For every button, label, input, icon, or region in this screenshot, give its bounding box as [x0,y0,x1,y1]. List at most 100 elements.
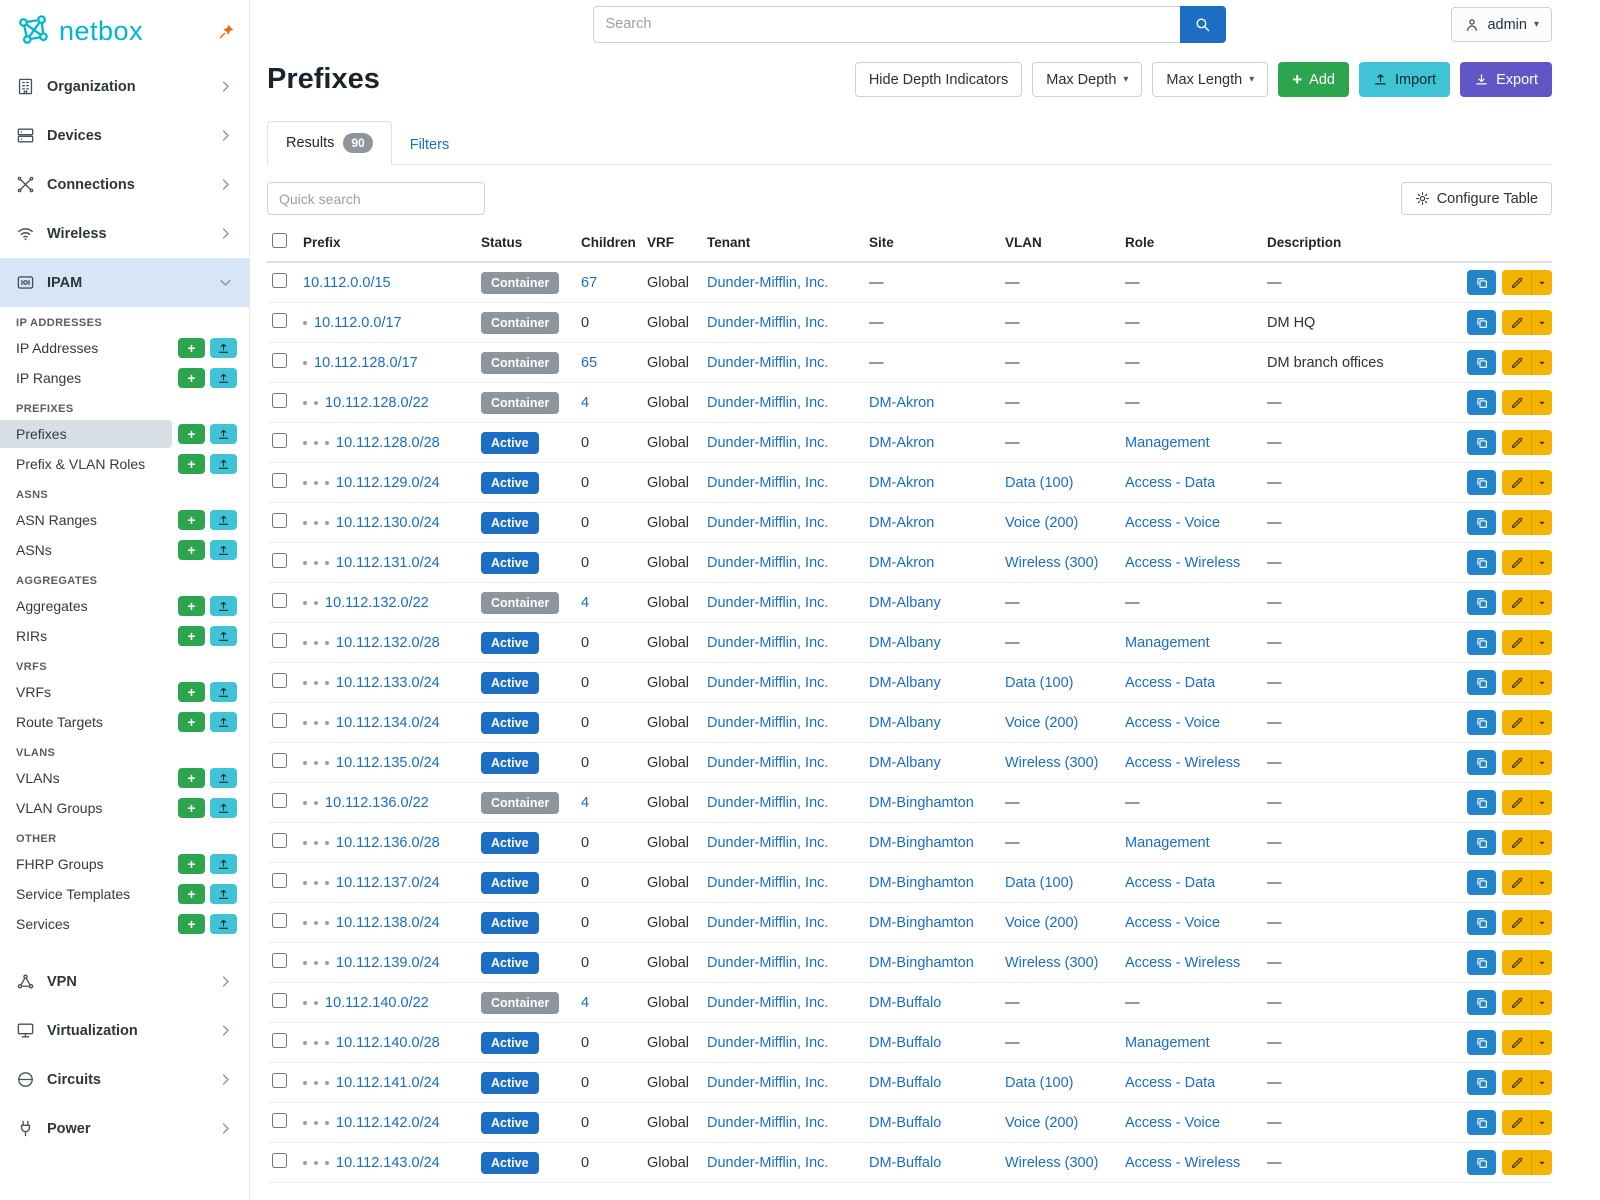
row-checkbox[interactable] [272,513,287,528]
tenant-link[interactable]: Dunder-Mifflin, Inc. [707,554,829,571]
edit-dropdown-button[interactable] [1531,670,1552,695]
column-header-description[interactable]: Description [1267,234,1342,250]
prefix-link[interactable]: 10.112.133.0/24 [336,674,440,691]
copy-button[interactable] [1467,550,1496,575]
site-cell[interactable]: DM-Binghamton [869,794,974,811]
quick-import-button[interactable] [210,596,237,616]
tenant-link[interactable]: Dunder-Mifflin, Inc. [707,1114,829,1131]
status-badge[interactable]: Active [481,1151,539,1174]
site-cell[interactable]: DM-Akron [869,474,935,491]
sidebar-item-organization[interactable]: Organization [0,62,249,111]
row-checkbox[interactable] [272,633,287,648]
prefix-link[interactable]: 10.112.141.0/24 [336,1074,440,1091]
role-cell[interactable]: Management [1125,1034,1210,1051]
configure-table-button[interactable]: Configure Table [1400,182,1552,215]
copy-button[interactable] [1467,950,1496,975]
tab-filters[interactable]: Filters [409,137,450,153]
sidebar-item-vlans[interactable]: VLANs + [0,763,249,793]
tenant-link[interactable]: Dunder-Mifflin, Inc. [707,1154,829,1171]
sidebar-item-prefixes[interactable]: Prefixes + [0,419,249,449]
tenant-link[interactable]: Dunder-Mifflin, Inc. [707,394,829,411]
quick-add-button[interactable]: + [178,338,205,358]
status-badge[interactable]: Active [481,911,539,934]
vlan-cell[interactable]: Voice (200) [1005,714,1079,731]
edit-button[interactable] [1502,630,1531,655]
quick-add-button[interactable]: + [178,454,205,474]
sidebar-item-power[interactable]: Power [0,1104,249,1153]
edit-dropdown-button[interactable] [1531,350,1552,375]
sidebar-item-ip-addresses[interactable]: IP Addresses + [0,333,249,363]
edit-dropdown-button[interactable] [1531,390,1552,415]
edit-dropdown-button[interactable] [1531,510,1552,535]
edit-button[interactable] [1502,1030,1531,1055]
column-header-prefix[interactable]: Prefix [303,234,341,250]
quick-add-button[interactable]: + [178,914,205,934]
edit-button[interactable] [1502,550,1531,575]
edit-button[interactable] [1502,590,1531,615]
row-checkbox[interactable] [272,433,287,448]
sidebar-item-service-templates[interactable]: Service Templates + [0,879,249,909]
row-checkbox[interactable] [272,1153,287,1168]
column-header-role[interactable]: Role [1125,234,1155,250]
copy-button[interactable] [1467,510,1496,535]
subitem-label[interactable]: Services [16,916,70,932]
sidebar-item-circuits[interactable]: Circuits [0,1055,249,1104]
quick-add-button[interactable]: + [178,540,205,560]
sidebar-item-ip-ranges[interactable]: IP Ranges + [0,363,249,393]
tenant-link[interactable]: Dunder-Mifflin, Inc. [707,914,829,931]
subitem-label[interactable]: IP Ranges [16,370,82,386]
edit-dropdown-button[interactable] [1531,590,1552,615]
quick-import-button[interactable] [210,768,237,788]
edit-button[interactable] [1502,750,1531,775]
quick-import-button[interactable] [210,424,237,444]
subitem-label[interactable]: VRFs [16,684,51,700]
quick-add-button[interactable]: + [178,798,205,818]
status-badge[interactable]: Container [481,791,560,814]
edit-dropdown-button[interactable] [1531,750,1552,775]
quick-import-button[interactable] [210,368,237,388]
edit-dropdown-button[interactable] [1531,1150,1552,1175]
quick-add-button[interactable]: + [178,510,205,530]
children-count[interactable]: 67 [581,274,598,291]
row-checkbox[interactable] [272,913,287,928]
role-cell[interactable]: Management [1125,434,1210,451]
prefix-link[interactable]: 10.112.128.0/17 [314,354,418,371]
vlan-cell[interactable]: Wireless (300) [1005,954,1099,971]
children-count[interactable]: 65 [581,354,598,371]
subitem-label[interactable]: Aggregates [16,598,88,614]
column-header-vlan[interactable]: VLAN [1005,234,1042,250]
copy-button[interactable] [1467,1150,1496,1175]
prefix-link[interactable]: 10.112.129.0/24 [336,474,440,491]
quick-import-button[interactable] [210,914,237,934]
status-badge[interactable]: Container [481,311,560,334]
site-cell[interactable]: DM-Albany [869,594,941,611]
site-cell[interactable]: DM-Buffalo [869,994,942,1011]
copy-button[interactable] [1467,790,1496,815]
subitem-label[interactable]: VLAN Groups [16,800,103,816]
quick-import-button[interactable] [210,510,237,530]
column-header-vrf[interactable]: VRF [647,234,674,250]
vlan-cell[interactable]: Wireless (300) [1005,554,1099,571]
prefix-link[interactable]: 10.112.138.0/24 [336,914,440,931]
prefix-link[interactable]: 10.112.136.0/28 [336,834,440,851]
prefix-link[interactable]: 10.112.140.0/22 [325,994,429,1011]
edit-button[interactable] [1502,390,1531,415]
tenant-link[interactable]: Dunder-Mifflin, Inc. [707,314,829,331]
subitem-label[interactable]: ASNs [16,542,52,558]
tenant-link[interactable]: Dunder-Mifflin, Inc. [707,1034,829,1051]
prefix-link[interactable]: 10.112.130.0/24 [336,514,440,531]
hide-depth-indicators-button[interactable]: Hide Depth Indicators [854,62,1023,97]
role-cell[interactable]: Access - Data [1125,874,1216,891]
tenant-link[interactable]: Dunder-Mifflin, Inc. [707,514,829,531]
vlan-cell[interactable]: Wireless (300) [1005,1154,1099,1171]
role-cell[interactable]: Access - Voice [1125,1114,1221,1131]
vlan-cell[interactable]: Data (100) [1005,474,1074,491]
edit-dropdown-button[interactable] [1531,990,1552,1015]
row-checkbox[interactable] [272,993,287,1008]
quick-import-button[interactable] [210,854,237,874]
status-badge[interactable]: Active [481,431,539,454]
tenant-link[interactable]: Dunder-Mifflin, Inc. [707,434,829,451]
status-badge[interactable]: Active [481,951,539,974]
site-cell[interactable]: DM-Binghamton [869,874,974,891]
quick-add-button[interactable]: + [178,682,205,702]
